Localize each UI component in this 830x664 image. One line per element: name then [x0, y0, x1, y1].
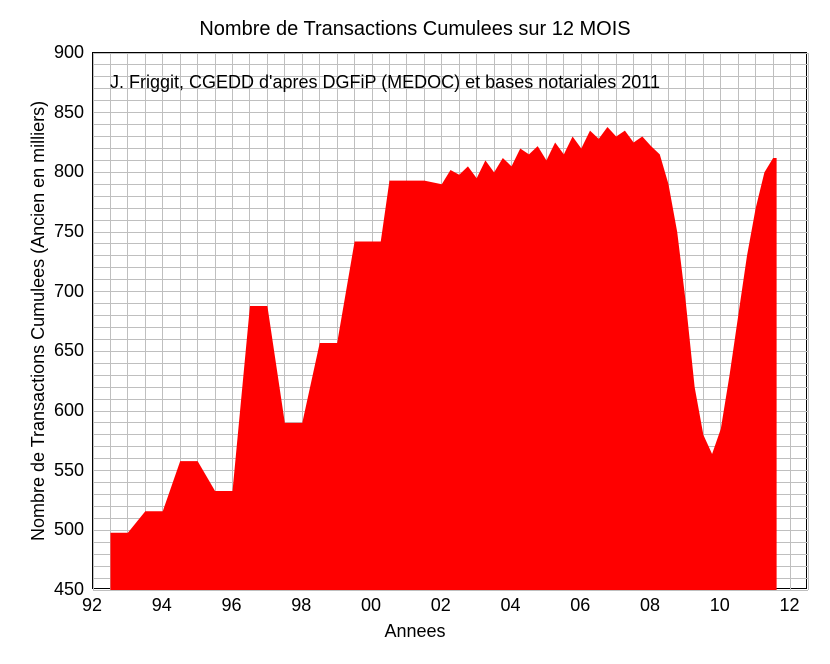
y-tick-label: 500 [54, 519, 84, 540]
y-tick-label: 550 [54, 460, 84, 481]
x-tick-label: 98 [281, 595, 321, 616]
y-tick-label: 750 [54, 221, 84, 242]
y-tick-label: 850 [54, 102, 84, 123]
y-tick-label: 650 [54, 340, 84, 361]
x-tick-label: 06 [560, 595, 600, 616]
x-tick-label: 92 [72, 595, 112, 616]
area-series [93, 53, 808, 590]
x-tick-label: 96 [212, 595, 252, 616]
x-tick-label: 00 [351, 595, 391, 616]
x-tick-label: 94 [142, 595, 182, 616]
y-tick-label: 900 [54, 42, 84, 63]
x-tick-label: 02 [421, 595, 461, 616]
y-tick-label: 700 [54, 281, 84, 302]
x-tick-label: 10 [700, 595, 740, 616]
chart-title: Nombre de Transactions Cumulees sur 12 M… [0, 18, 830, 41]
chart-container: Nombre de Transactions Cumulees sur 12 M… [0, 0, 830, 664]
plot-area [92, 52, 807, 589]
y-tick-label: 600 [54, 400, 84, 421]
x-tick-label: 08 [630, 595, 670, 616]
y-tick-label: 800 [54, 161, 84, 182]
x-tick-label: 12 [770, 595, 810, 616]
x-tick-label: 04 [491, 595, 531, 616]
x-axis-label: Annees [0, 621, 830, 642]
y-axis-label: Nombre de Transactions Cumulees (Ancien … [28, 100, 49, 540]
source-annotation: J. Friggit, CGEDD d'apres DGFiP (MEDOC) … [110, 72, 660, 93]
